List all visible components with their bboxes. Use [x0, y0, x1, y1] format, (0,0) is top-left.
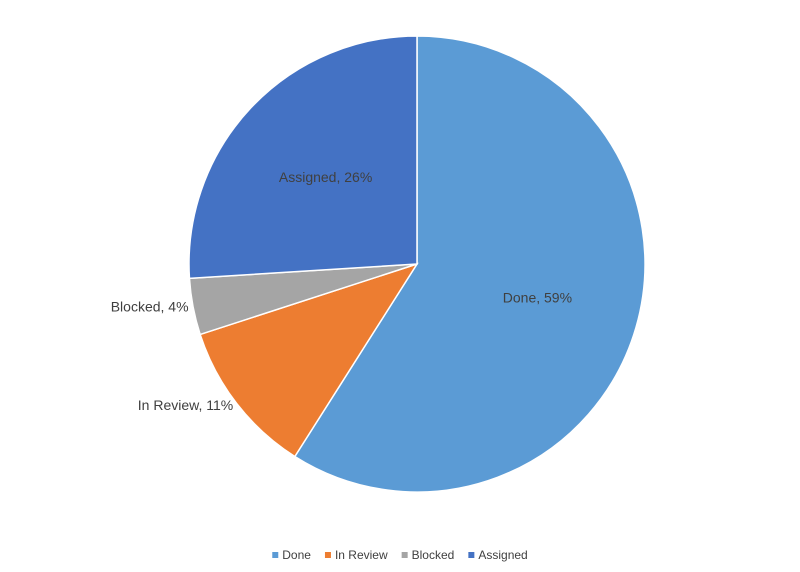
legend-marker: [401, 552, 408, 558]
legend-label: Blocked: [412, 548, 455, 562]
legend-label: Assigned: [478, 548, 527, 562]
pie-slice: [188, 35, 418, 280]
pie-slice: [293, 35, 646, 493]
data-label: Blocked, 4%: [111, 298, 189, 314]
legend-marker: [272, 552, 279, 558]
legend-label: In Review: [335, 548, 388, 562]
legend-marker: [468, 552, 475, 558]
data-label: Done, 59%: [503, 290, 572, 306]
data-label: In Review, 11%: [138, 397, 233, 413]
pie-slice: [199, 262, 419, 458]
legend-marker: [324, 552, 331, 558]
data-label: Assigned, 26%: [279, 169, 372, 185]
legend-label: Done: [282, 548, 311, 562]
